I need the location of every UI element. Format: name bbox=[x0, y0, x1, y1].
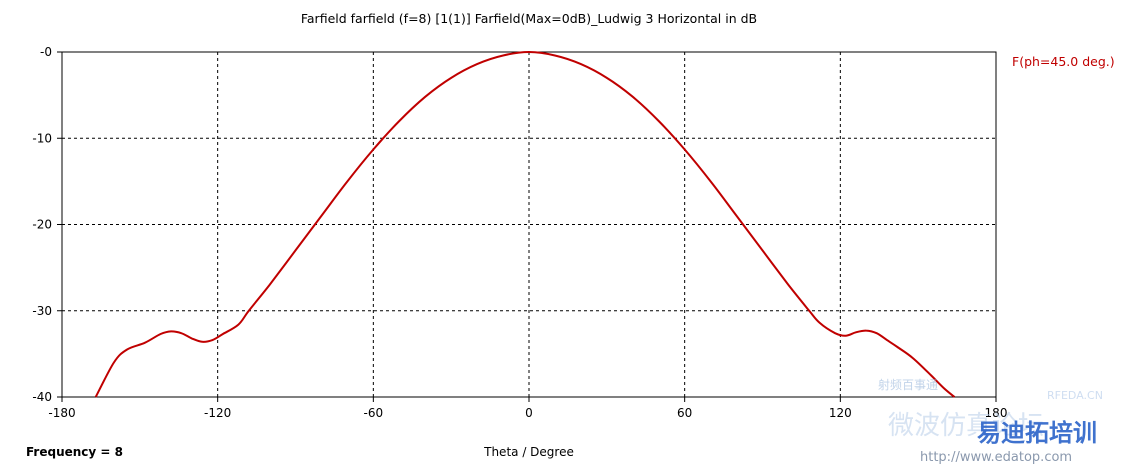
x-tick-label: 60 bbox=[677, 406, 692, 420]
x-tick-label: 0 bbox=[525, 406, 533, 420]
x-tick-label: 180 bbox=[985, 406, 1008, 420]
grid-lines bbox=[62, 52, 996, 397]
x-tick-label: -60 bbox=[364, 406, 384, 420]
series-layer bbox=[94, 51, 956, 398]
x-axis-label: Theta / Degree bbox=[483, 445, 574, 459]
watermark-cn-top: 射频百事通 bbox=[878, 377, 938, 392]
x-tick-label: -180 bbox=[48, 406, 75, 420]
frequency-label: Frequency = 8 bbox=[26, 445, 123, 459]
x-tick-label: 120 bbox=[829, 406, 852, 420]
y-tick-label: -10 bbox=[32, 131, 52, 145]
watermark-url: http://www.edatop.com bbox=[920, 450, 1072, 465]
axis-ticks bbox=[57, 51, 997, 402]
chart-title: Farfield farfield (f=8) [1(1)] Farfield(… bbox=[301, 11, 757, 26]
watermark-cn-bottom: 易迪拓培训 bbox=[977, 419, 1097, 447]
watermark-rfeda: RFEDA.CN bbox=[1047, 389, 1103, 402]
series-line-0 bbox=[94, 51, 956, 398]
y-tick-label: -20 bbox=[32, 218, 52, 232]
watermark-cn-mid: 微波仿真论坛 bbox=[888, 411, 1044, 441]
y-tick-label: -30 bbox=[32, 304, 52, 318]
x-tick-label: -120 bbox=[204, 406, 231, 420]
y-tick-labels: -0 -10 -20 -30 -40 bbox=[32, 45, 52, 404]
y-tick-label: -40 bbox=[32, 390, 52, 404]
legend-entry-series-0: F(ph=45.0 deg.) bbox=[1012, 54, 1115, 69]
x-tick-labels: -180 -120 -60 0 60 120 180 bbox=[48, 406, 1007, 420]
watermark: 射频百事通 RFEDA.CN 微波仿真论坛 bbox=[878, 377, 1103, 441]
y-tick-label: -0 bbox=[40, 45, 52, 59]
watermark-brand: 易迪拓培训 http://www.edatop.com bbox=[920, 419, 1097, 465]
